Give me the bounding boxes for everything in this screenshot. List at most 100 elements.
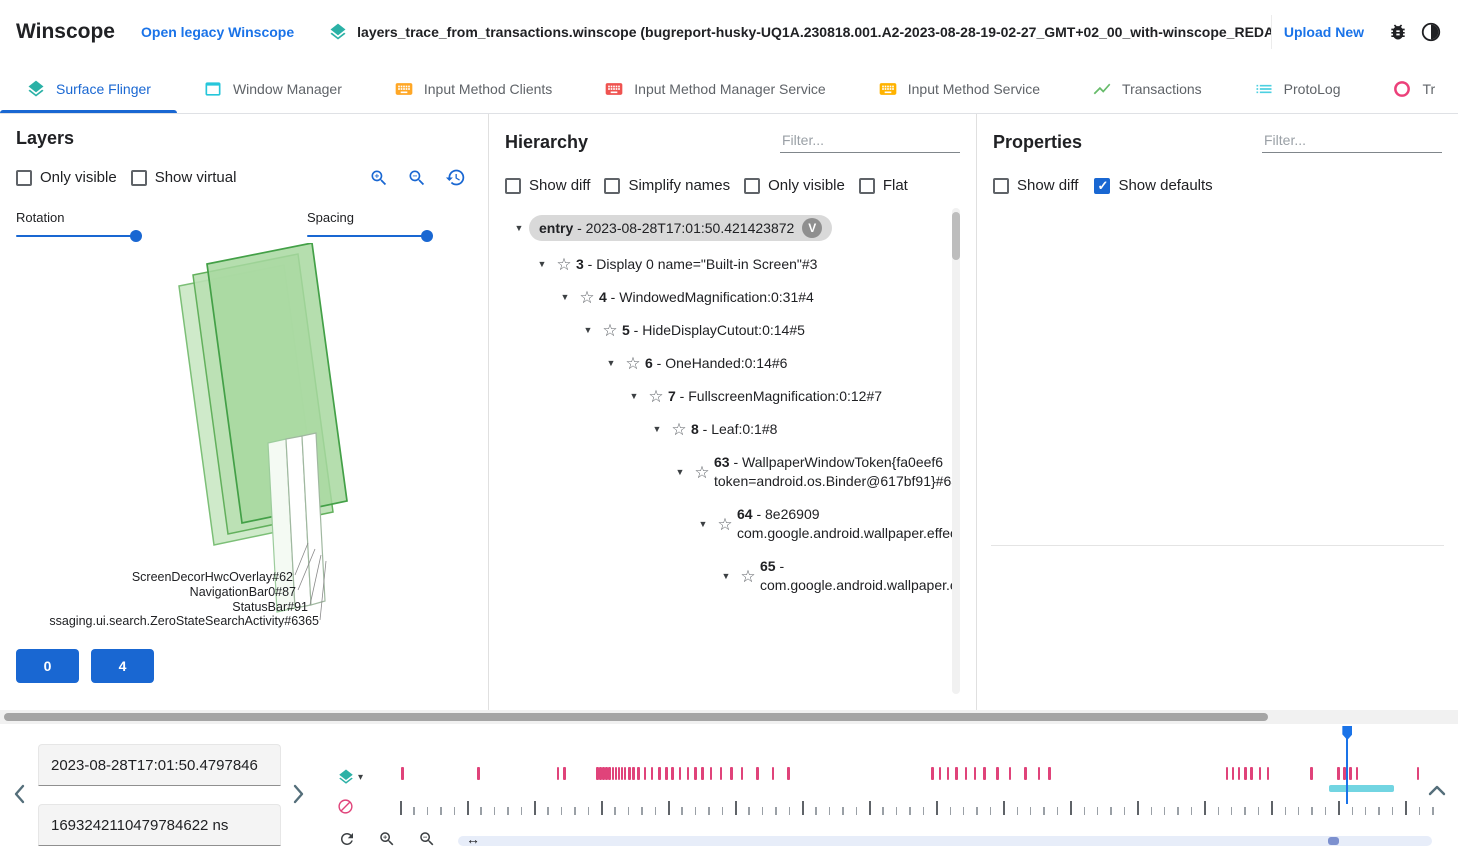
transaction-tick[interactable] [547, 807, 549, 815]
sf-event-tick[interactable] [1250, 767, 1253, 780]
tree-node-6[interactable]: ▼ ☆ 6 - OneHanded:0:14#6 [505, 347, 946, 380]
transaction-tick[interactable] [587, 807, 590, 815]
tree-scrollbar-thumb[interactable] [952, 212, 960, 260]
tree-node-63[interactable]: ▼ ☆ 63 - WallpaperWindowToken{fa0eef6 toke… [505, 446, 959, 498]
sf-event-tick[interactable] [599, 767, 602, 780]
transaction-tick[interactable] [1432, 807, 1434, 815]
transaction-tick[interactable] [962, 807, 965, 815]
transaction-tick[interactable] [1257, 807, 1260, 815]
transaction-tick[interactable] [654, 807, 657, 815]
spacing-slider[interactable] [307, 230, 433, 242]
transaction-tick[interactable] [426, 807, 429, 815]
transaction-tick[interactable] [1418, 807, 1421, 815]
reset-view-icon[interactable] [445, 167, 466, 188]
transaction-tick[interactable] [1244, 807, 1246, 815]
only-visible-checkbox[interactable]: Only visible [16, 169, 117, 186]
horizontal-scrollbar[interactable] [0, 710, 1458, 724]
transaction-tick[interactable] [681, 807, 683, 815]
sf-event-tick[interactable] [1258, 767, 1262, 780]
tree-node-3[interactable]: ▼ ☆ 3 - Display 0 name="Built-in Screen"#3 [505, 248, 946, 281]
surface-flinger-trace-selector[interactable]: ▾ [337, 768, 363, 786]
bug-report-icon[interactable] [1388, 22, 1408, 42]
properties-show-diff-checkbox[interactable]: Show diff [993, 177, 1078, 194]
sf-event-tick[interactable] [1237, 767, 1241, 780]
tab-window-manager[interactable]: Window Manager [177, 64, 368, 113]
resize-handle-icon[interactable]: ↔ [466, 831, 480, 847]
sf-event-tick[interactable] [611, 767, 615, 780]
minimap-thumb[interactable] [1327, 837, 1339, 845]
tree-node-4[interactable]: ▼ ☆ 4 - WindowedMagnification:0:31#4 [505, 281, 946, 314]
expand-caret-icon[interactable]: ▼ [675, 466, 685, 477]
sf-event-tick[interactable] [787, 767, 790, 780]
collapse-timeline-button[interactable] [1428, 784, 1446, 796]
tree-node-7[interactable]: ▼ ☆ 7 - FullscreenMagnification:0:12#7 [505, 380, 946, 413]
transaction-tick[interactable] [1338, 801, 1340, 815]
tab-surface-flinger[interactable]: Surface Flinger [0, 64, 177, 113]
sf-event-tick[interactable] [623, 767, 627, 780]
layers-3d-view[interactable]: ScreenDecorHwcOverlay#62 NavigationBar0#… [16, 243, 474, 643]
sf-event-tick[interactable] [1037, 767, 1041, 780]
tab-input-method-service[interactable]: Input Method Service [852, 64, 1066, 113]
transactions-track[interactable] [400, 800, 1434, 816]
transaction-tick[interactable] [467, 801, 469, 815]
transaction-tick[interactable] [1043, 807, 1045, 815]
sf-event-tick[interactable] [931, 767, 934, 780]
transaction-tick[interactable] [815, 807, 817, 815]
transaction-tick[interactable] [1271, 801, 1273, 815]
sf-event-tick[interactable] [740, 767, 744, 780]
sf-event-tick[interactable] [643, 767, 647, 780]
transaction-tick[interactable] [708, 807, 710, 815]
transaction-tick[interactable] [936, 801, 938, 815]
transaction-tick[interactable] [895, 807, 898, 815]
transaction-tick[interactable] [1190, 807, 1193, 815]
sf-event-tick[interactable] [602, 767, 605, 780]
transaction-tick[interactable] [869, 801, 871, 815]
checkbox-icon[interactable] [604, 177, 621, 194]
transaction-tick[interactable] [1391, 807, 1394, 815]
transaction-tick[interactable] [1029, 807, 1032, 815]
sf-event-tick[interactable] [632, 767, 635, 780]
checkbox-icon[interactable] [858, 177, 875, 194]
refresh-icon[interactable] [338, 830, 356, 848]
transaction-tick[interactable] [1163, 807, 1166, 815]
transaction-tick[interactable] [802, 801, 804, 815]
transaction-tick[interactable] [1405, 801, 1407, 815]
timeline-minimap[interactable]: ↔ [458, 831, 1432, 847]
star-icon[interactable]: ☆ [671, 420, 687, 439]
sf-event-tick[interactable] [1008, 767, 1012, 780]
transaction-tick[interactable] [453, 807, 456, 815]
transaction-tick[interactable] [721, 807, 724, 815]
transaction-tick[interactable] [949, 807, 951, 815]
checkbox-checked-icon[interactable] [1094, 177, 1111, 194]
transaction-tick[interactable] [1351, 807, 1354, 815]
checkbox-icon[interactable] [16, 169, 32, 186]
flat-checkbox[interactable]: Flat [858, 177, 908, 194]
sf-event-tick[interactable] [1231, 767, 1235, 780]
expand-caret-icon[interactable]: ▼ [583, 325, 593, 335]
star-icon[interactable]: ☆ [740, 566, 756, 586]
transaction-tick[interactable] [922, 807, 925, 815]
sf-event-tick[interactable] [671, 767, 674, 780]
zoom-in-icon[interactable] [369, 168, 389, 188]
tree-node-5[interactable]: ▼ ☆ 5 - HideDisplayCutout:0:14#5 [505, 314, 946, 347]
open-legacy-winscope-link[interactable]: Open legacy Winscope [141, 24, 295, 40]
star-icon[interactable]: ☆ [717, 514, 733, 534]
transaction-tick[interactable] [1070, 801, 1072, 815]
timeline-tracks[interactable] [400, 724, 1434, 860]
transaction-tick[interactable] [1123, 807, 1126, 815]
sf-event-tick[interactable] [983, 767, 986, 780]
transaction-tick[interactable] [1016, 807, 1019, 815]
transaction-tick[interactable] [400, 801, 402, 815]
checkbox-icon[interactable] [993, 177, 1009, 194]
sf-event-tick[interactable] [1416, 767, 1420, 780]
transactions-trace-icon[interactable] [337, 798, 354, 815]
timestamp-ns-input[interactable]: 1693242110479784622 ns [38, 804, 281, 846]
sf-event-tick[interactable] [709, 767, 713, 780]
star-icon[interactable]: ☆ [694, 462, 710, 482]
sf-event-tick[interactable] [996, 767, 999, 780]
timeline-zoom-out-icon[interactable] [418, 830, 436, 848]
transaction-tick[interactable] [560, 807, 563, 815]
transaction-tick[interactable] [440, 807, 442, 815]
sf-event-tick[interactable] [608, 767, 611, 780]
sf-event-tick[interactable] [1349, 767, 1352, 780]
